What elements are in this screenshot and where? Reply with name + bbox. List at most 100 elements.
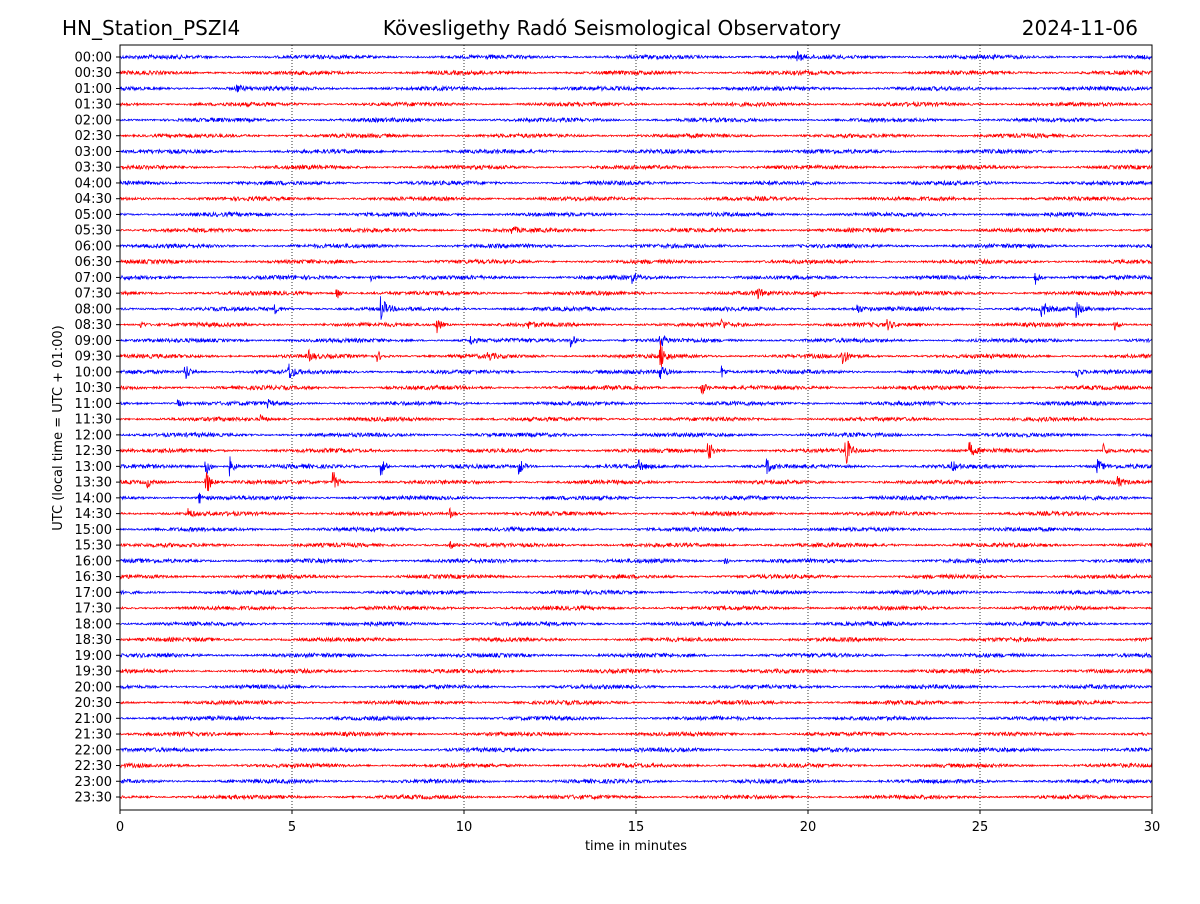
y-tick-label: 08:00 bbox=[75, 302, 112, 317]
y-tick-label: 01:30 bbox=[75, 98, 112, 113]
seismic-traces bbox=[119, 50, 1153, 801]
trace-1830 bbox=[119, 636, 1153, 643]
trace-1300 bbox=[119, 456, 1153, 477]
y-tick-label: 23:00 bbox=[75, 775, 112, 790]
y-tick-label: 23:30 bbox=[75, 791, 112, 806]
trace-0600 bbox=[119, 242, 1153, 250]
y-tick-label: 05:30 bbox=[75, 224, 112, 239]
trace-0430 bbox=[119, 195, 1153, 203]
trace-1930 bbox=[119, 667, 1153, 675]
y-tick-label: 01:00 bbox=[75, 82, 112, 97]
y-axis: 00:0000:3001:0001:3002:0002:3003:0003:30… bbox=[75, 51, 120, 806]
chart-title: Kövesligethy Radó Seismological Observat… bbox=[383, 16, 841, 40]
y-tick-label: 10:00 bbox=[75, 365, 112, 380]
y-tick-label: 00:00 bbox=[75, 51, 112, 66]
trace-2200 bbox=[119, 746, 1153, 754]
trace-0830 bbox=[119, 318, 1153, 334]
y-tick-label: 11:00 bbox=[75, 397, 112, 412]
x-tick-label: 30 bbox=[1144, 820, 1161, 835]
y-tick-label: 20:30 bbox=[75, 696, 112, 711]
y-tick-label: 20:00 bbox=[75, 680, 112, 695]
trace-0530 bbox=[119, 226, 1153, 234]
grid-lines bbox=[291, 45, 981, 810]
trace-2030 bbox=[119, 699, 1153, 707]
y-tick-label: 06:30 bbox=[75, 255, 112, 270]
trace-1130 bbox=[119, 414, 1153, 423]
trace-2100 bbox=[119, 714, 1153, 722]
y-tick-label: 14:00 bbox=[75, 491, 112, 506]
y-tick-label: 08:30 bbox=[75, 318, 112, 333]
y-tick-label: 09:30 bbox=[75, 350, 112, 365]
x-tick-label: 25 bbox=[972, 820, 989, 835]
y-tick-label: 02:00 bbox=[75, 113, 112, 128]
trace-1430 bbox=[119, 507, 1153, 519]
y-tick-label: 11:30 bbox=[75, 413, 112, 428]
y-tick-label: 07:30 bbox=[75, 287, 112, 302]
x-tick-label: 10 bbox=[456, 820, 473, 835]
x-tick-label: 5 bbox=[288, 820, 296, 835]
date-title: 2024-11-06 bbox=[1022, 16, 1138, 40]
trace-2330 bbox=[120, 793, 1152, 801]
trace-0400 bbox=[119, 179, 1153, 187]
trace-2000 bbox=[119, 683, 1153, 691]
y-tick-label: 12:30 bbox=[75, 444, 112, 459]
y-tick-label: 19:00 bbox=[75, 649, 112, 664]
trace-0330 bbox=[119, 163, 1153, 171]
y-tick-label: 22:30 bbox=[75, 759, 112, 774]
station-title: HN_Station_PSZI4 bbox=[62, 16, 240, 40]
y-tick-label: 21:00 bbox=[75, 712, 112, 727]
trace-0000 bbox=[119, 50, 1153, 62]
x-tick-label: 15 bbox=[628, 820, 645, 835]
y-tick-label: 06:00 bbox=[75, 239, 112, 254]
trace-1400 bbox=[119, 492, 1153, 504]
trace-0500 bbox=[119, 210, 1153, 218]
y-tick-label: 21:30 bbox=[75, 728, 112, 743]
y-tick-label: 16:30 bbox=[75, 570, 112, 585]
trace-0700 bbox=[119, 272, 1153, 285]
y-axis-label: UTC (local time = UTC + 01:00) bbox=[51, 325, 66, 530]
y-tick-label: 22:00 bbox=[75, 743, 112, 758]
trace-0230 bbox=[119, 132, 1153, 140]
y-tick-label: 13:00 bbox=[75, 460, 112, 475]
y-tick-label: 04:30 bbox=[75, 192, 112, 207]
y-tick-label: 18:30 bbox=[75, 633, 112, 648]
x-axis: 0 5 10 15 20 25 30 bbox=[116, 810, 1160, 835]
trace-1330 bbox=[119, 471, 1153, 492]
trace-0730 bbox=[119, 288, 1153, 300]
trace-2230 bbox=[119, 761, 1153, 770]
trace-1730 bbox=[120, 604, 1153, 612]
y-tick-label: 12:00 bbox=[75, 428, 112, 443]
y-tick-label: 17:30 bbox=[75, 602, 112, 617]
y-tick-label: 15:00 bbox=[75, 523, 112, 538]
trace-0200 bbox=[119, 116, 1153, 124]
trace-1500 bbox=[119, 525, 1153, 533]
trace-2130 bbox=[120, 730, 1153, 738]
y-tick-label: 03:00 bbox=[75, 145, 112, 160]
trace-1230 bbox=[120, 440, 1153, 465]
y-tick-label: 14:30 bbox=[75, 507, 112, 522]
y-tick-label: 00:30 bbox=[75, 66, 112, 81]
y-tick-label: 07:00 bbox=[75, 271, 112, 286]
trace-1900 bbox=[119, 651, 1153, 659]
y-tick-label: 09:00 bbox=[75, 334, 112, 349]
trace-1630 bbox=[120, 573, 1153, 580]
y-tick-label: 10:30 bbox=[75, 381, 112, 396]
y-tick-label: 05:00 bbox=[75, 208, 112, 223]
y-tick-label: 19:30 bbox=[75, 665, 112, 680]
trace-0630 bbox=[119, 258, 1153, 266]
trace-0900 bbox=[119, 335, 1153, 348]
trace-1800 bbox=[119, 620, 1153, 628]
trace-0030 bbox=[119, 69, 1153, 77]
x-tick-label: 0 bbox=[116, 820, 124, 835]
trace-0930 bbox=[119, 340, 1153, 367]
y-tick-label: 17:00 bbox=[75, 586, 112, 601]
x-tick-label: 20 bbox=[800, 820, 817, 835]
trace-1030 bbox=[119, 384, 1153, 395]
trace-0800 bbox=[119, 296, 1153, 320]
trace-0300 bbox=[119, 148, 1153, 155]
x-axis-label: time in minutes bbox=[585, 839, 687, 854]
trace-1600 bbox=[119, 557, 1153, 565]
trace-0130 bbox=[119, 100, 1153, 108]
trace-1100 bbox=[119, 399, 1153, 409]
